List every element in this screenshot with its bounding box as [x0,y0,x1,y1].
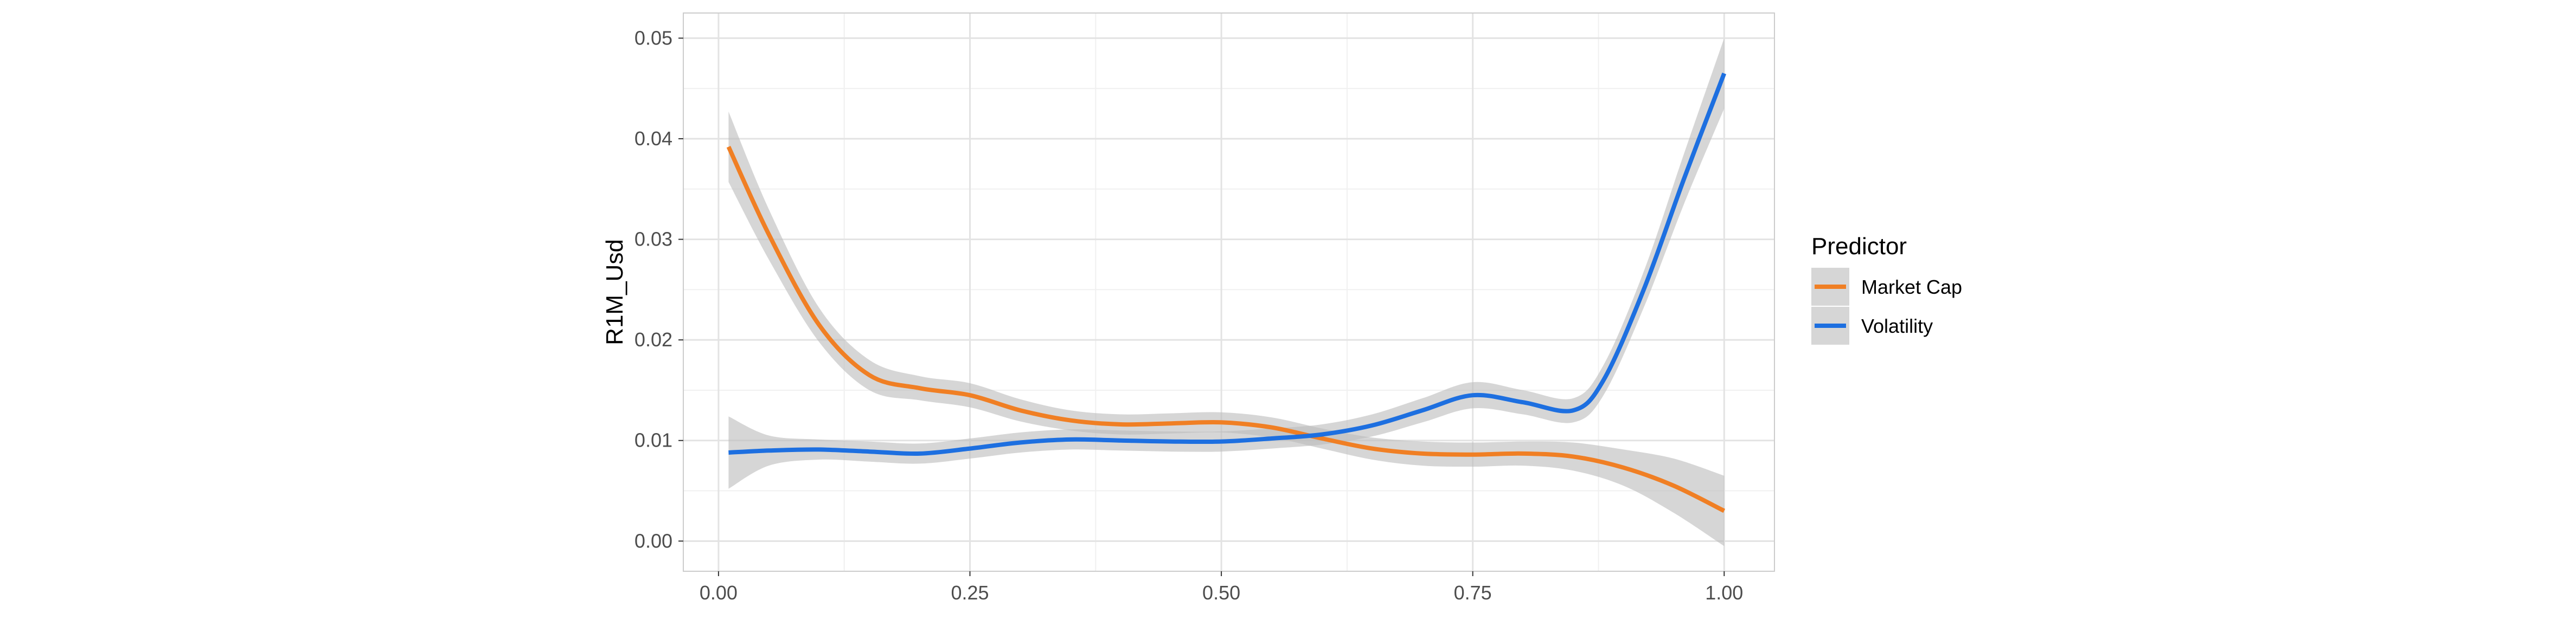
x-tick-label: 0.00 [700,582,738,604]
y-tick-label: 0.05 [635,27,672,49]
legend-items: Market Cap Volatility [1811,268,1962,345]
legend-item-volatility: Volatility [1811,307,1933,345]
y-axis-ticks: 0.00 0.01 0.02 0.03 0.04 0.05 [635,27,683,552]
legend-item-market-cap: Market Cap [1811,268,1962,306]
series-lines [726,72,1727,513]
y-axis-title: R1M_Usd [601,239,628,345]
confidence-bands [728,38,1725,546]
plot-panel-border [683,12,1775,572]
y-tick-label: 0.01 [635,429,672,451]
x-tick-label: 0.50 [1202,582,1240,604]
legend-label: Market Cap [1861,276,1962,298]
volatility-confidence-band [728,38,1725,489]
x-axis-ticks: 0.00 0.25 0.50 0.75 1.00 [700,571,1743,604]
legend-title: Predictor [1811,233,1907,260]
legend-label: Volatility [1861,315,1933,337]
x-tick-label: 1.00 [1705,582,1743,604]
plot-panel-background [683,13,1774,571]
x-tick-label: 0.25 [951,582,989,604]
volatility-line [728,72,1727,456]
x-tick-label: 0.75 [1454,582,1492,604]
y-tick-label: 0.04 [635,127,672,150]
y-tick-label: 0.02 [635,328,672,351]
y-tick-label: 0.00 [635,530,672,552]
minor-gridlines [683,13,1774,571]
legend: Predictor Market Cap Volatility [1811,233,1962,345]
market-cap-line [726,146,1726,513]
y-tick-label: 0.03 [635,228,672,250]
